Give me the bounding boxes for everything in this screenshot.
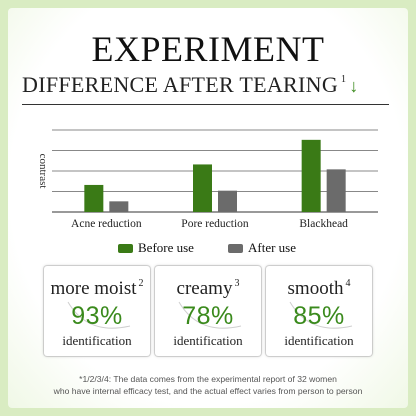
bar-before: [193, 164, 212, 212]
bar-before: [301, 139, 321, 212]
bar-after: [326, 169, 346, 212]
down-arrow-icon: ↓: [349, 76, 359, 96]
page-subtitle: DIFFERENCE AFTER TEARING 1 ↓: [22, 72, 394, 98]
footnote: *1/2/3/4: The data comes from the experi…: [0, 373, 416, 397]
stat-caption: identification: [284, 333, 354, 348]
stat-card-moist: more moist 2 93% identification: [44, 266, 150, 356]
swoosh-decoration-icon: [178, 301, 242, 329]
swoosh-decoration-icon: [67, 301, 131, 329]
bar-after: [218, 190, 237, 212]
footnote-line-1: *1/2/3/4: The data comes from the experi…: [79, 374, 337, 384]
swoosh-decoration-icon: [289, 301, 353, 329]
x-tick-label: Pore reduction: [181, 218, 249, 230]
subtitle-text: DIFFERENCE AFTER TEARING: [22, 72, 339, 97]
stat-caption: identification: [62, 333, 132, 348]
subtitle-footnote-mark: 1: [341, 74, 347, 85]
x-tick-label: Acne reduction: [71, 218, 142, 230]
legend-label-after: After use: [248, 240, 297, 255]
stat-card-smooth: smooth 4 85% identification: [266, 266, 372, 356]
page-title: EXPERIMENT: [91, 29, 325, 69]
stat-caption: identification: [173, 333, 243, 348]
chart-legend: Before use After use: [0, 240, 416, 260]
legend-item-before: Before use: [118, 240, 194, 256]
stat-label: creamy 3: [176, 278, 240, 299]
bar-chart: contrast Acne reduction Pore reduction Blac…: [37, 129, 378, 230]
x-tick-label: Blackhead: [299, 218, 348, 230]
subtitle-divider: [22, 104, 389, 105]
legend-item-after: After use: [228, 240, 296, 256]
footnote-line-2: who have internal efficacy test, and the…: [53, 386, 363, 396]
stat-value: 93%: [71, 302, 123, 330]
stat-card-creamy: creamy 3 78% identification: [155, 266, 261, 356]
stat-value: 85%: [293, 302, 345, 330]
bar-after: [109, 201, 129, 212]
stat-label: more moist 2: [50, 278, 144, 299]
y-axis-label: contrast: [37, 154, 49, 189]
stat-value: 78%: [182, 302, 234, 330]
stat-label: smooth 4: [287, 278, 351, 299]
legend-label-before: Before use: [138, 240, 194, 255]
legend-swatch-after: [228, 243, 243, 253]
legend-swatch-before: [118, 243, 133, 253]
bar-before: [84, 184, 104, 212]
